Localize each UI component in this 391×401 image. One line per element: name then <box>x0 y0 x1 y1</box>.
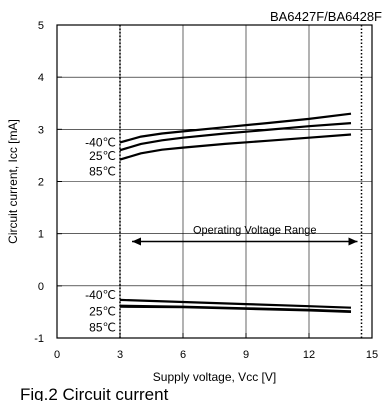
y-tick-label: 4 <box>38 72 44 84</box>
x-tick-label: 6 <box>180 349 186 361</box>
operating-range-label: Operating Voltage Range <box>193 224 317 236</box>
upper-series-label: 85℃ <box>89 165 116 179</box>
lower-series-label: -40℃ <box>85 288 116 302</box>
series-line-upper <box>119 133 352 161</box>
range-arrow-head-left <box>132 237 141 246</box>
series-line-upper <box>119 112 352 144</box>
y-tick-label: 3 <box>38 124 44 136</box>
lower-series-label: 85℃ <box>89 321 116 335</box>
series-layer <box>119 112 352 313</box>
series-line-lower <box>119 298 352 309</box>
y-tick-label: 1 <box>38 229 44 241</box>
y-axis-title: Circuit current, Icc [mA] <box>6 119 20 244</box>
upper-series-label: 25℃ <box>89 149 116 163</box>
grid-layer <box>57 25 372 338</box>
lower-series-label: 25℃ <box>89 304 116 318</box>
y-tick-label: 5 <box>38 20 44 32</box>
series-line-upper <box>119 122 352 152</box>
x-tick-label: 3 <box>117 349 123 361</box>
y-tick-label: -1 <box>34 333 44 345</box>
x-tick-label: 0 <box>54 349 60 361</box>
operating-range-annotation: Operating Voltage Range <box>132 224 358 246</box>
upper-series-label: -40℃ <box>85 135 116 149</box>
x-tick-label: 9 <box>243 349 249 361</box>
x-tick-label: 15 <box>366 349 378 361</box>
series-line-lower <box>119 304 352 313</box>
y-tick-label: 2 <box>38 177 44 189</box>
chart-title: BA6427F/BA6428F <box>270 9 382 24</box>
series-labels: -40℃25℃85℃-40℃25℃85℃ <box>85 135 116 334</box>
y-tick-label: 0 <box>38 281 44 293</box>
x-axis-title: Supply voltage, Vcc [V] <box>153 370 276 384</box>
x-tick-label: 12 <box>303 349 315 361</box>
range-arrow-head-right <box>348 237 358 246</box>
figure-caption: Fig.2 Circuit current <box>20 385 169 401</box>
